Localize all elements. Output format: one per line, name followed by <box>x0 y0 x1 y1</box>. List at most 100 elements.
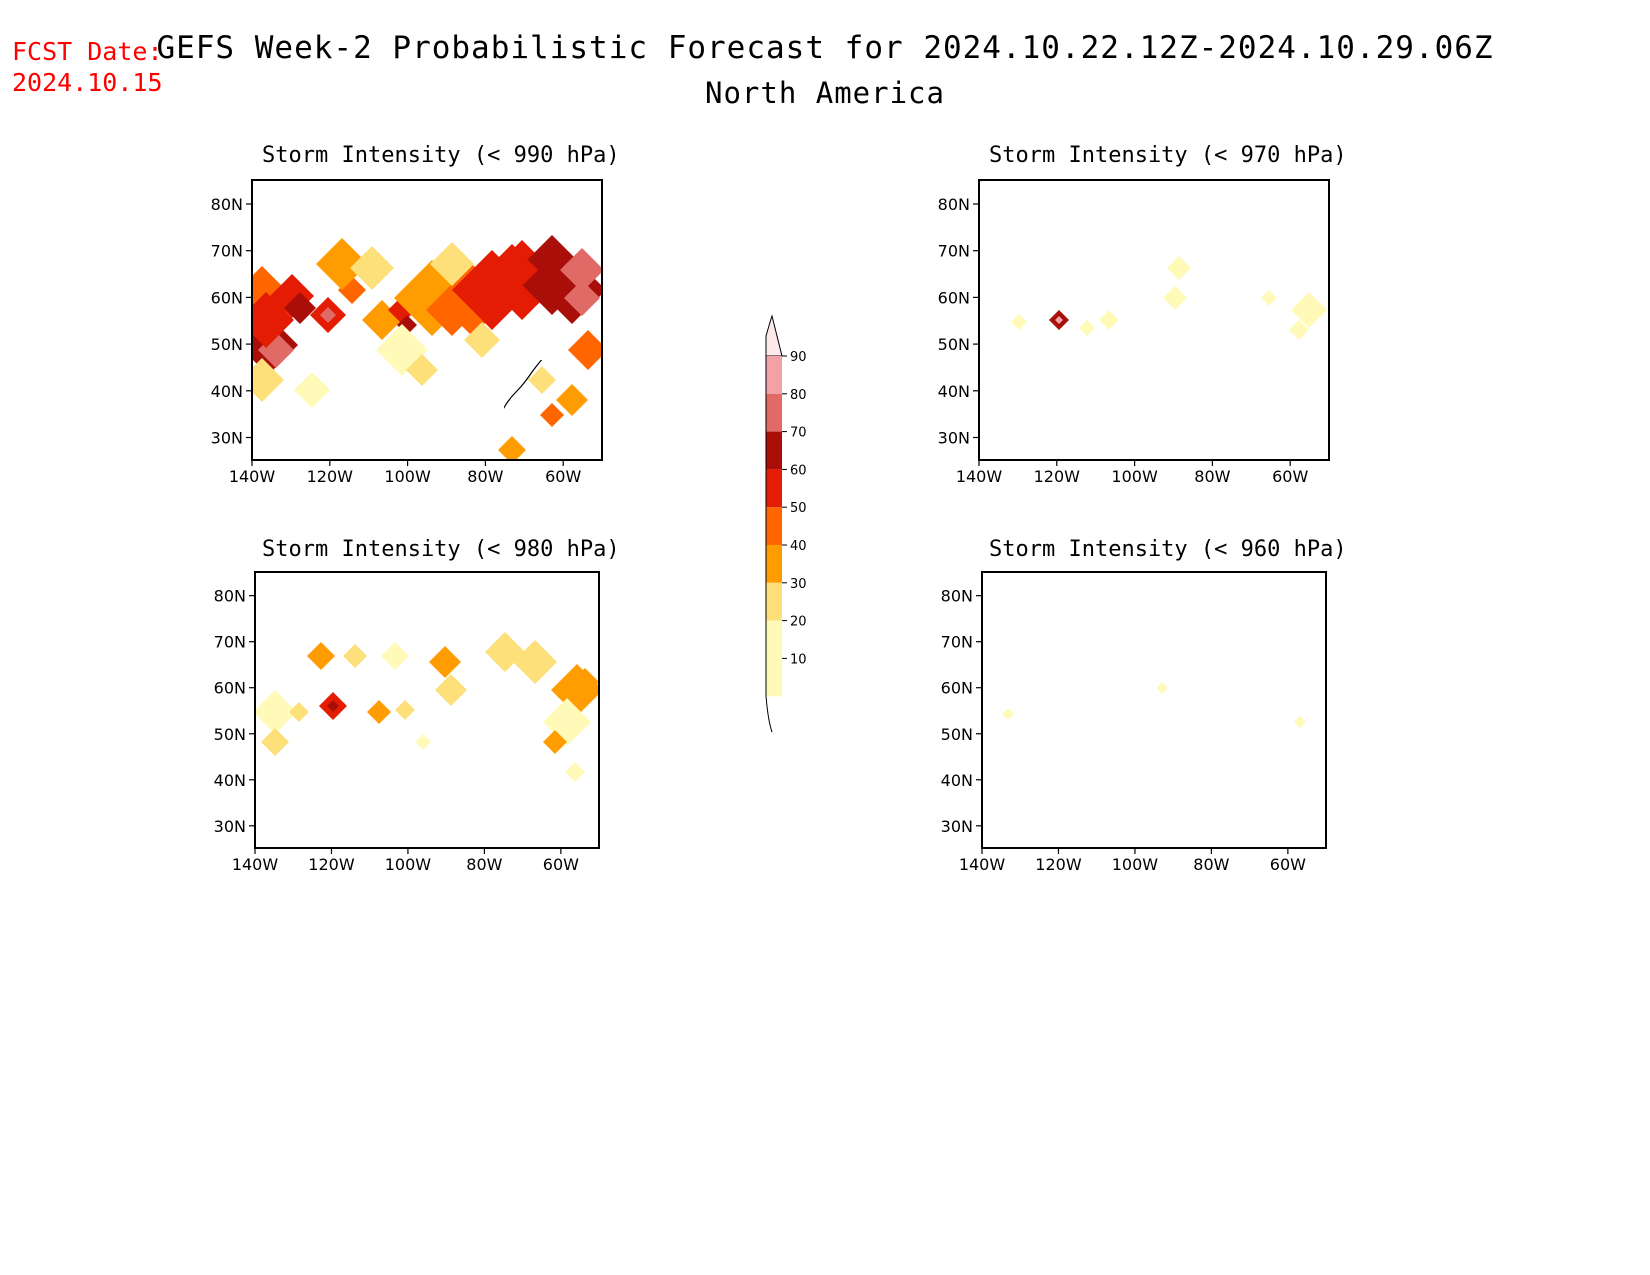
probability-cell <box>343 644 367 668</box>
probability-cell <box>1261 290 1277 306</box>
probability-cell <box>320 307 336 323</box>
probability-cell <box>1156 682 1168 694</box>
probability-cell <box>540 403 564 427</box>
lon-tick-label: 60W <box>1270 855 1306 874</box>
probability-cell <box>284 292 316 324</box>
probability-cell <box>381 642 409 670</box>
probability-cell <box>556 384 588 416</box>
probability-cell <box>1163 286 1187 310</box>
colorbar-segment <box>766 545 782 583</box>
probability-cell <box>568 330 602 370</box>
lat-tick-label: 80N <box>211 195 243 214</box>
lon-tick-label: 80W <box>466 855 502 874</box>
lat-tick-label: 40N <box>938 382 970 401</box>
page-subtitle: North America <box>705 76 945 110</box>
probability-cell <box>1294 716 1306 728</box>
lat-tick-label: 60N <box>211 288 243 307</box>
map-990: 80N 70N 60N 50N 40N 30N 140W 120W 100W 80W 60W <box>211 179 603 486</box>
map-970: 80N 70N 60N 50N 40N 30N 140W 120W 100W 80W 60W <box>938 179 1330 486</box>
colorbar-label: 10 <box>790 652 807 667</box>
panel-title-980: Storm Intensity (< 980 hPa) <box>262 537 620 562</box>
probability-cell <box>1167 256 1191 280</box>
probability-cell <box>350 246 394 290</box>
map-frame <box>254 571 600 849</box>
colorbar-segment <box>766 431 782 470</box>
colorbar-label: 20 <box>790 615 807 630</box>
lat-tick-label: 80N <box>941 587 973 606</box>
lat-tick-label: 30N <box>211 429 243 448</box>
probability-cell <box>1011 314 1027 330</box>
probability-cell <box>565 762 585 782</box>
lon-tick-label: 60W <box>1272 467 1308 486</box>
lon-tick-label: 140W <box>959 855 1006 874</box>
probability-cell <box>307 642 335 670</box>
lat-tick-label: 70N <box>211 242 243 261</box>
probability-cell <box>1291 292 1327 328</box>
lat-tick-label: 40N <box>211 382 243 401</box>
lat-tick-label: 40N <box>941 771 973 790</box>
lat-tick-label: 80N <box>938 195 970 214</box>
probability-cell <box>543 730 567 754</box>
colorbar-bottom-cap <box>765 696 773 733</box>
lon-tick-label: 100W <box>1111 467 1158 486</box>
lat-tick-label: 50N <box>211 335 243 354</box>
probability-cell <box>415 734 431 750</box>
lat-tick-label: 70N <box>941 633 973 652</box>
colorbar-segment <box>766 393 782 432</box>
probability-cell <box>316 238 368 290</box>
colorbar-label: 70 <box>790 426 807 441</box>
colorbar-label: 50 <box>790 501 807 516</box>
forecast-date-label: FCST Date: 2024.10.15 <box>12 36 163 98</box>
probability-shading <box>1011 256 1327 340</box>
probability-cell <box>261 728 289 756</box>
lon-tick-label: 140W <box>229 467 276 486</box>
lat-tick-label: 30N <box>214 817 246 836</box>
fcst-date-value: 2024.10.15 <box>12 68 163 97</box>
lat-tick-label: 30N <box>938 429 970 448</box>
probability-cell <box>395 700 415 720</box>
lat-tick-label: 60N <box>938 288 970 307</box>
lat-tick-label: 40N <box>214 771 246 790</box>
colorbar-segment <box>766 507 782 545</box>
probability-cell <box>255 690 297 734</box>
colorbar-segment <box>766 469 782 508</box>
colorbar-label: 80 <box>790 388 807 403</box>
lon-tick-label: 80W <box>1194 467 1230 486</box>
colorbar-segment <box>766 620 782 659</box>
probability-cell <box>1079 320 1095 336</box>
page-title: GEFS Week-2 Probabilistic Forecast for 2… <box>156 30 1494 66</box>
probability-cell <box>430 242 474 286</box>
lat-tick-label: 50N <box>938 335 970 354</box>
lon-tick-label: 100W <box>385 855 432 874</box>
probability-cell <box>435 674 467 706</box>
lon-tick-label: 140W <box>232 855 279 874</box>
probability-cell <box>327 700 339 712</box>
map-980: 80N 70N 60N 50N 40N 30N 140W 120W 100W 80W 60W <box>214 571 600 874</box>
colorbar-label: 90 <box>790 350 807 365</box>
probability-cell <box>289 702 309 722</box>
colorbar-segment-lowest <box>766 658 782 697</box>
map-frame <box>981 571 1327 849</box>
lat-tick-label: 30N <box>941 817 973 836</box>
lat-tick-label: 60N <box>941 679 973 698</box>
probability-cell <box>406 354 438 386</box>
colorbar-segment <box>766 356 782 394</box>
lat-tick-label: 70N <box>938 242 970 261</box>
colorbar-segment <box>766 582 782 621</box>
probability-cell <box>513 640 557 684</box>
lat-tick-label: 70N <box>214 633 246 652</box>
lon-tick-label: 120W <box>308 855 355 874</box>
lon-tick-label: 80W <box>467 467 503 486</box>
colorbar-label: 30 <box>790 577 807 592</box>
lat-tick-label: 80N <box>214 587 246 606</box>
probability-cell <box>252 358 284 402</box>
probability-cell <box>564 280 600 316</box>
map-frame <box>251 179 603 461</box>
probability-cell <box>1002 708 1014 720</box>
probability-shading <box>1002 682 1306 728</box>
panel-title-970: Storm Intensity (< 970 hPa) <box>989 143 1347 168</box>
probability-cell <box>1289 320 1309 340</box>
probability-cell <box>528 366 556 394</box>
probability-cell <box>1055 316 1063 324</box>
